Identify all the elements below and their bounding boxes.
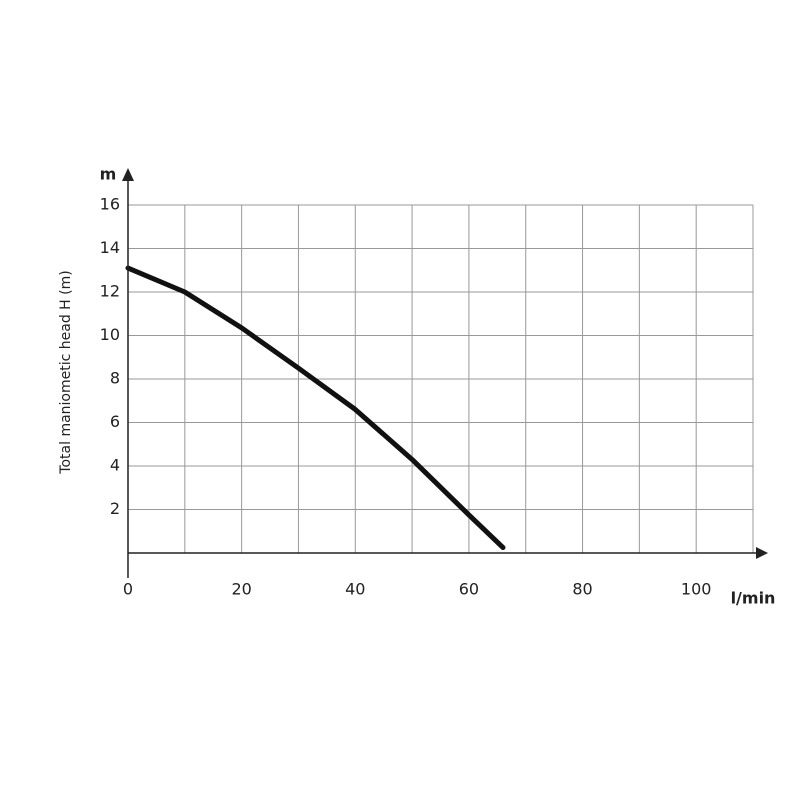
x-tick-label: 40 xyxy=(345,580,365,599)
y-tick-label: 10 xyxy=(100,325,120,344)
y-unit: m xyxy=(100,165,117,184)
x-tick-label: 60 xyxy=(459,580,479,599)
y-tick-label: 8 xyxy=(110,369,120,388)
y-tick-label: 2 xyxy=(110,499,120,518)
x-tick-label: 20 xyxy=(231,580,251,599)
y-tick-label: 12 xyxy=(100,282,120,301)
y-tick-label: 6 xyxy=(110,412,120,431)
x-axis-arrow xyxy=(756,547,768,559)
x-tick-label: 100 xyxy=(681,580,712,599)
y-axis-arrow xyxy=(122,168,134,181)
curve xyxy=(125,265,506,551)
y-tick-label: 14 xyxy=(100,238,120,257)
x-unit: l/min xyxy=(731,589,776,608)
y-tick-label: 4 xyxy=(110,456,120,475)
x-tick-label: 0 xyxy=(123,580,133,599)
y-tick-label: 16 xyxy=(100,195,120,214)
x-tick-label: 80 xyxy=(572,580,592,599)
y-axis-title: Total maniometic head H (m) xyxy=(58,270,74,474)
